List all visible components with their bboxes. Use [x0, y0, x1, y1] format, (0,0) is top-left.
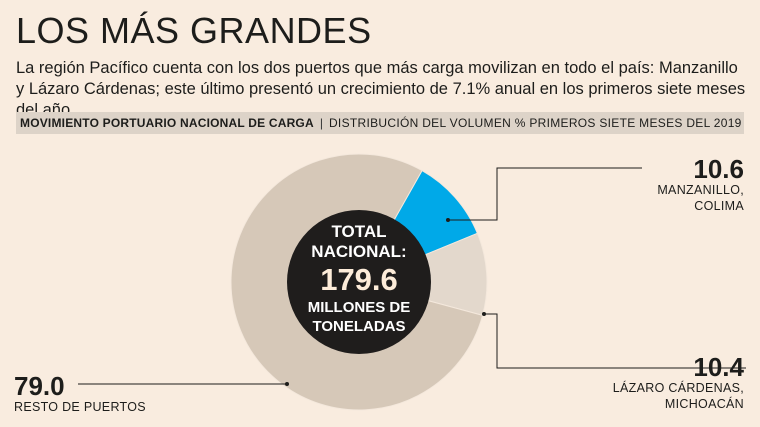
leader-dot-manzanillo [446, 218, 450, 222]
callout-manzanillo: 10.6 MANZANILLO, COLIMA [657, 156, 744, 214]
leader-dot-lazaro [482, 312, 486, 316]
category-label-manzanillo-1: MANZANILLO, [657, 183, 744, 197]
donut-center-circle [287, 210, 431, 354]
callout-lazaro: 10.4 LÁZARO CÁRDENAS, MICHOACÁN [613, 354, 744, 412]
value-label-lazaro: 10.4 [693, 352, 744, 382]
chart-header-description: DISTRIBUCIÓN DEL VOLUMEN % PRIMEROS SIET… [328, 116, 742, 130]
category-label-lazaro-2: MICHOACÁN [664, 397, 744, 411]
page-subtitle: La región Pacífico cuenta con los dos pu… [16, 59, 746, 119]
center-line-2: NACIONAL: [311, 242, 407, 261]
donut-center-label: TOTAL NACIONAL: 179.6 MILLONES DE TONELA… [284, 222, 434, 336]
leader-lines [78, 167, 746, 385]
center-line-3: MILLONES DE [307, 299, 411, 316]
callout-resto: 79.0 RESTO DE PUERTOS [14, 373, 146, 415]
category-label-resto: RESTO DE PUERTOS [14, 400, 146, 414]
chart-header-title: MOVIMIENTO PORTUARIO NACIONAL DE CARGA [20, 116, 314, 130]
category-label-manzanillo-2: COLIMA [694, 199, 744, 213]
center-total-value: 179.6 [320, 262, 398, 297]
category-label-lazaro-1: LÁZARO CÁRDENAS, [612, 381, 744, 395]
chart-header-separator: | [319, 116, 323, 130]
leader-line-lazaro [484, 313, 746, 369]
leader-dots [285, 218, 486, 386]
leader-line-manzanillo [448, 167, 642, 221]
center-line-4: TONELADAS [312, 318, 406, 335]
chart-header-bar: MOVIMIENTO PORTUARIO NACIONAL DE CARGA |… [16, 112, 744, 134]
page-title: LOS MÁS GRANDES [16, 10, 372, 51]
value-label-manzanillo: 10.6 [693, 154, 744, 184]
value-label-resto: 79.0 [14, 371, 65, 401]
center-line-1: TOTAL [331, 222, 387, 241]
leader-dot-resto [285, 382, 289, 386]
